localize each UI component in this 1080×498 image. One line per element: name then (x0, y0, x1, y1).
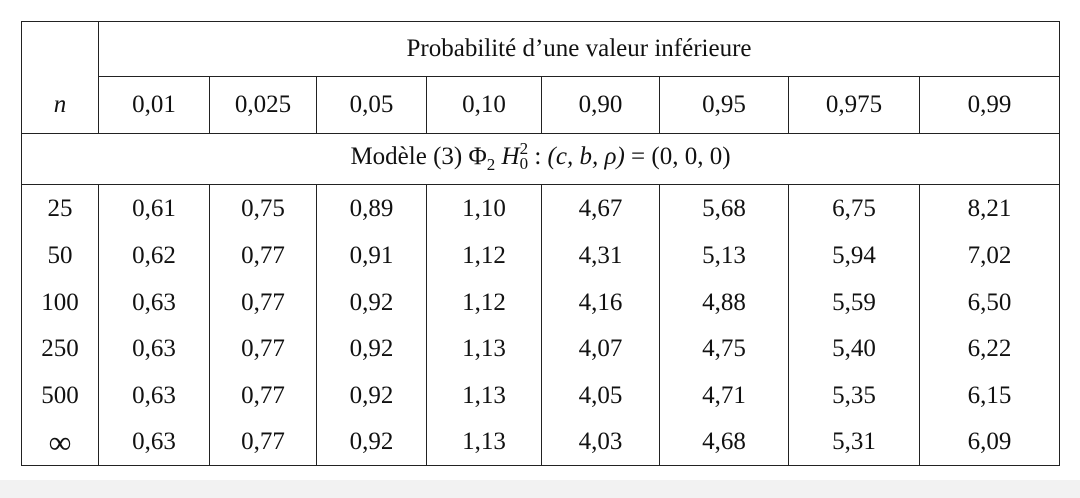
model-colon: : (534, 143, 542, 171)
phi-symbol: Φ2 (468, 143, 496, 175)
table-row: 500 0,63 0,77 0,92 1,13 4,05 4,71 5,35 6… (21, 372, 1060, 419)
table-cell: 5,35 (788, 372, 920, 419)
table-cell: 0,62 (98, 233, 210, 280)
alpha-level: 0,05 (316, 76, 427, 134)
table-cell: 4,88 (659, 279, 789, 326)
table-cell: 6,22 (919, 326, 1060, 373)
table-cell: 0,91 (316, 233, 427, 280)
table-cell: 0,61 (98, 184, 210, 233)
table-cell: 6,75 (788, 184, 920, 233)
n-value: 500 (21, 372, 99, 419)
alpha-level: 0,10 (426, 76, 542, 134)
n-value: 250 (21, 326, 99, 373)
table-cell: 8,21 (919, 184, 1060, 233)
table-cell: 5,59 (788, 279, 920, 326)
table-row: ∞ 0,63 0,77 0,92 1,13 4,03 4,68 5,31 6,0… (21, 419, 1060, 466)
table-cell: 5,31 (788, 419, 920, 466)
table-cell: 6,15 (919, 372, 1060, 419)
table-row: 100 0,63 0,77 0,92 1,12 4,16 4,88 5,59 6… (21, 279, 1060, 326)
n-label: n (21, 76, 99, 134)
table-cell: 0,92 (316, 419, 427, 466)
table-cell: 5,68 (659, 184, 789, 233)
table-cell: 0,63 (98, 372, 210, 419)
table-cell: 4,07 (541, 326, 660, 373)
table-cell: 0,92 (316, 326, 427, 373)
table-cell: 0,92 (316, 279, 427, 326)
table-cell: 0,77 (209, 279, 317, 326)
alpha-level: 0,025 (209, 76, 317, 134)
table-cell: 5,40 (788, 326, 920, 373)
table-row: 250 0,63 0,77 0,92 1,13 4,07 4,75 5,40 6… (21, 326, 1060, 373)
table-cell: 5,94 (788, 233, 920, 280)
table-row: 25 0,61 0,75 0,89 1,10 4,67 5,68 6,75 8,… (21, 184, 1060, 233)
table-cell: 0,77 (209, 233, 317, 280)
model-equals: = (631, 143, 646, 171)
alpha-level: 0,90 (541, 76, 660, 134)
infinity-symbol: ∞ (21, 419, 99, 466)
table-cell: 0,89 (316, 184, 427, 233)
table-cell: 1,13 (426, 326, 542, 373)
header-title: Probabilité d’une valeur inférieure (98, 21, 1060, 77)
table-cell: 4,68 (659, 419, 789, 466)
table-cell: 1,13 (426, 372, 542, 419)
alpha-level: 0,01 (98, 76, 210, 134)
table-cell: 0,63 (98, 326, 210, 373)
table-cell: 0,77 (209, 372, 317, 419)
table-cell: 4,03 (541, 419, 660, 466)
table-cell: 4,31 (541, 233, 660, 280)
table-cell: 0,75 (209, 184, 317, 233)
alpha-level: 0,99 (919, 76, 1060, 134)
model-values: (0, 0, 0) (651, 143, 731, 171)
alpha-level: 0,975 (788, 76, 920, 134)
table-cell: 1,12 (426, 279, 542, 326)
alpha-level: 0,95 (659, 76, 789, 134)
n-value: 25 (21, 184, 99, 233)
bottom-margin-strip (0, 480, 1080, 498)
table-cell: 0,92 (316, 372, 427, 419)
table-cell: 5,13 (659, 233, 789, 280)
corner-cell (21, 21, 99, 77)
table-cell: 7,02 (919, 233, 1060, 280)
table-cell: 6,09 (919, 419, 1060, 466)
table-cell: 4,16 (541, 279, 660, 326)
table-cell: 4,75 (659, 326, 789, 373)
table-cell: 1,13 (426, 419, 542, 466)
table-cell: 4,71 (659, 372, 789, 419)
table-cell: 6,50 (919, 279, 1060, 326)
model-params: (c, b, ρ) (547, 143, 625, 171)
table-cell: 0,77 (209, 326, 317, 373)
table-cell: 4,67 (541, 184, 660, 233)
critical-values-table: Probabilité d’une valeur inférieure n 0,… (21, 21, 1060, 466)
table-cell: 0,63 (98, 419, 210, 466)
table-row: 50 0,62 0,77 0,91 1,12 4,31 5,13 5,94 7,… (21, 233, 1060, 280)
table-cell: 0,77 (209, 419, 317, 466)
header-row: Probabilité d’une valeur inférieure (21, 21, 1060, 77)
table-cell: 1,10 (426, 184, 542, 233)
table-cell: 0,63 (98, 279, 210, 326)
table-cell: 4,05 (541, 372, 660, 419)
model-prefix: Modèle (3) (350, 143, 463, 171)
n-value: 100 (21, 279, 99, 326)
alpha-row: n 0,01 0,025 0,05 0,10 0,90 0,95 0,975 0… (21, 76, 1060, 134)
table-cell: 1,12 (426, 233, 542, 280)
n-value: 50 (21, 233, 99, 280)
